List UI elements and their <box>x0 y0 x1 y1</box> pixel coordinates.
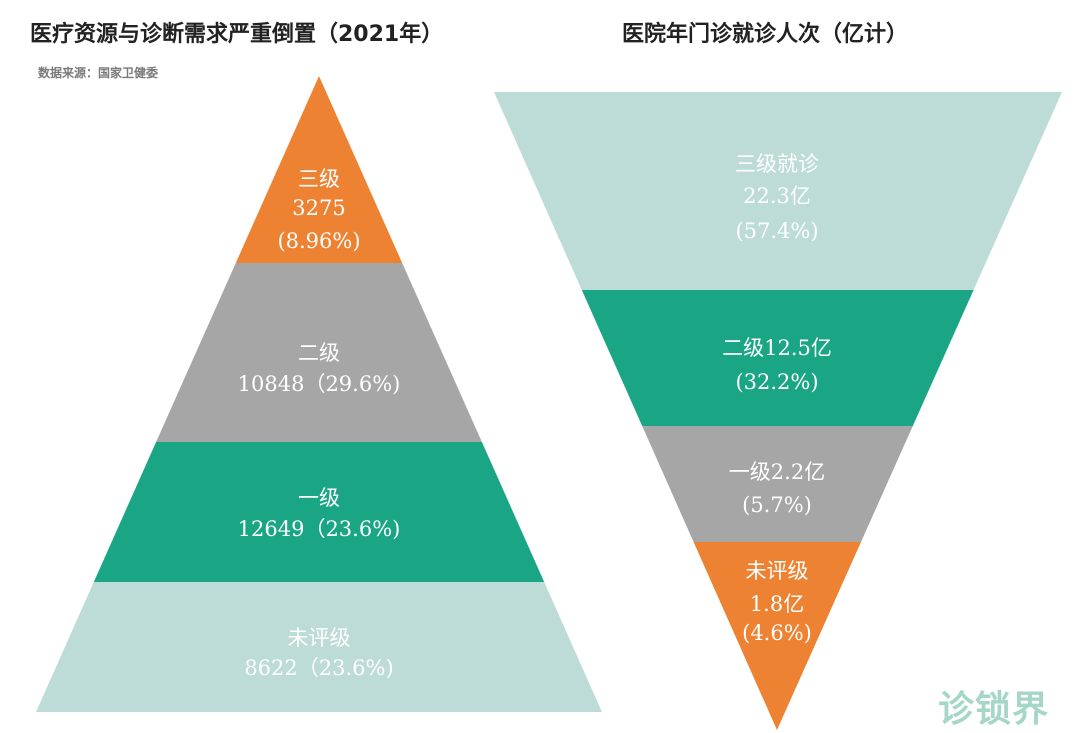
pyramid-label-3-2: 12649（23.6%) <box>238 517 401 541</box>
funnel-label-2-1: 二级12.5亿 <box>722 336 832 360</box>
funnel-label-3-1: 一级2.2亿 <box>729 460 825 484</box>
funnel-segment-1 <box>494 92 1062 290</box>
funnel-label-3-2: (5.7%) <box>742 493 812 517</box>
funnel-label-1-3: (57.4%) <box>735 219 818 243</box>
pyramid-label-1-2: 3275 <box>292 196 345 220</box>
funnel-label-4-1: 未评级 <box>746 559 809 583</box>
pyramid-label-1-3: (8.96%) <box>277 229 360 253</box>
pyramid-label-1-1: 三级 <box>298 167 340 191</box>
pyramid-label-3-1: 一级 <box>298 486 340 510</box>
pyramid-segment-4 <box>36 582 602 712</box>
funnel-label-4-2: 1.8亿 <box>750 592 804 616</box>
pyramid-segment-2 <box>156 263 482 442</box>
pyramid-label-2-1: 二级 <box>298 341 340 365</box>
data-source-note: 数据来源：国家卫健委 <box>38 66 159 80</box>
pyramid-segment-1 <box>235 76 403 263</box>
right-chart-title: 医院年门诊就诊人次（亿计） <box>622 22 909 47</box>
funnel-label-4-3: (4.6%) <box>742 621 812 645</box>
funnel-label-2-2: (32.2%) <box>735 370 818 394</box>
pyramid-label-2-2: 10848（29.6%) <box>238 372 401 396</box>
pyramid-segment-3 <box>93 442 545 582</box>
funnel-segment-3 <box>642 426 913 542</box>
funnel-segment-2 <box>581 290 974 426</box>
pyramid-label-4-1: 未评级 <box>288 626 351 650</box>
left-chart-title: 医疗资源与诊断需求严重倒置（2021年） <box>30 22 444 47</box>
funnel-label-1-2: 22.3亿 <box>743 184 811 208</box>
watermark-logo: 诊锁界 <box>938 689 1050 730</box>
funnel-label-1-1: 三级就诊 <box>735 152 819 176</box>
funnel-segment-4 <box>693 542 861 730</box>
pyramid-label-4-2: 8622（23.6%) <box>244 656 393 680</box>
